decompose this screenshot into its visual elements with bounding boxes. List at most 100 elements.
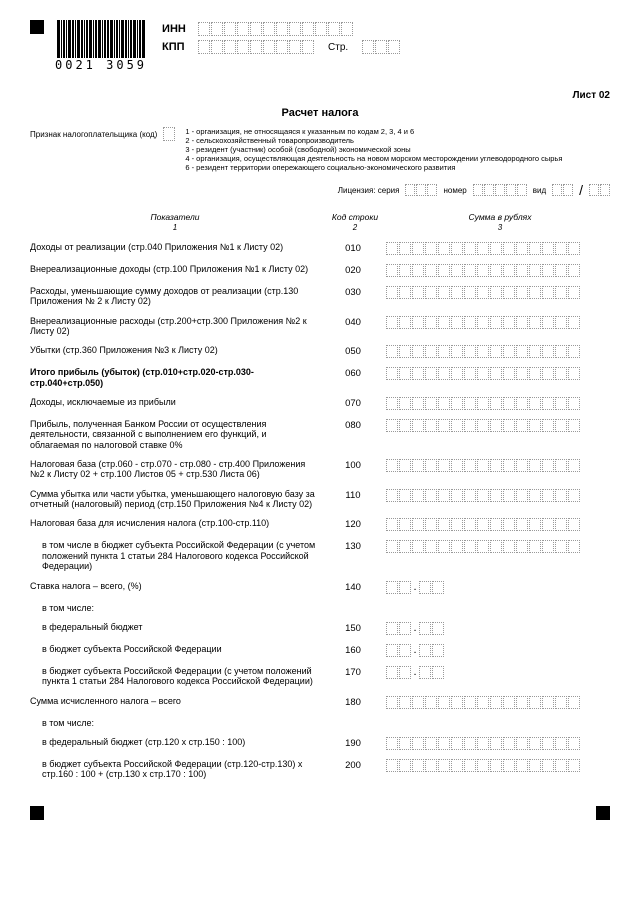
row-code: 100 (328, 459, 378, 471)
row-indicator: Сумма убытка или части убытка, уменьшающ… (30, 489, 320, 510)
row-amount-cells[interactable] (386, 345, 610, 358)
row-indicator: в федеральный бюджет (30, 622, 320, 632)
row-code: 170 (328, 666, 378, 678)
row-code: 140 (328, 581, 378, 593)
row-code: 130 (328, 540, 378, 552)
table-row: Внереализационные расходы (стр.200+стр.3… (30, 316, 610, 337)
row-code: 020 (328, 264, 378, 276)
row-code: 040 (328, 316, 378, 328)
row-indicator: Доходы, исключаемые из прибыли (30, 397, 320, 407)
row-indicator: Итого прибыль (убыток) (стр.010+стр.020-… (30, 367, 320, 388)
row-amount-cells[interactable] (386, 737, 610, 750)
table-row: Ставка налога – всего, (%)140. (30, 581, 610, 594)
table-row: в федеральный бюджет 150. (30, 622, 610, 635)
row-code (328, 603, 378, 604)
table-row: Доходы от реализации (стр.040 Приложения… (30, 242, 610, 255)
row-amount-cells[interactable] (386, 397, 610, 410)
row-code: 010 (328, 242, 378, 254)
row-code: 180 (328, 696, 378, 708)
row-amount-cells[interactable] (386, 459, 610, 472)
row-amount-cells[interactable] (386, 518, 610, 531)
row-amount-cells[interactable]: . (386, 581, 610, 594)
sheet-number: Лист 02 (30, 90, 610, 101)
row-amount-cells[interactable] (386, 242, 610, 255)
license-num-cells[interactable] (473, 184, 527, 196)
row-indicator: Налоговая база для исчисления налога (ст… (30, 518, 320, 528)
row-indicator: Убытки (стр.360 Приложения №3 к Листу 02… (30, 345, 320, 355)
row-indicator: Внереализационные расходы (стр.200+стр.3… (30, 316, 320, 337)
barcode-text: 0021 3059 (55, 58, 147, 72)
row-indicator: в том числе в бюджет субъекта Российской… (30, 540, 320, 571)
taxpayer-sign-label: Признак налогоплательщика (код) (30, 130, 157, 139)
row-code: 030 (328, 286, 378, 298)
license-num-label: номер (443, 186, 466, 195)
table-row: в бюджет субъекта Российской Федерации16… (30, 644, 610, 657)
row-amount-cells[interactable] (386, 367, 610, 380)
corner-marker (30, 806, 44, 820)
table-row: Внереализационные доходы (стр.100 Прилож… (30, 264, 610, 277)
row-code (328, 718, 378, 719)
row-code: 200 (328, 759, 378, 771)
kpp-label: КПП (162, 41, 190, 53)
row-amount-cells[interactable] (386, 316, 610, 329)
row-code: 080 (328, 419, 378, 431)
row-amount-cells[interactable] (386, 540, 610, 553)
row-indicator: в том числе: (30, 603, 320, 613)
table-row: Прибыль, полученная Банком России от осу… (30, 419, 610, 450)
table-row: в том числе в бюджет субъекта Российской… (30, 540, 610, 571)
table-row: Доходы, исключаемые из прибыли 070 (30, 397, 610, 410)
form-title: Расчет налога (30, 107, 610, 119)
kpp-cells[interactable] (198, 40, 314, 54)
table-row: Сумма исчисленного налога – всего 180 (30, 696, 610, 709)
row-amount-cells[interactable]: . (386, 622, 610, 635)
barcode: 0021 3059 (55, 20, 147, 72)
table-row: в бюджет субъекта Российской Федерации (… (30, 759, 610, 780)
taxpayer-sign-cell[interactable] (163, 127, 175, 141)
inn-label: ИНН (162, 23, 190, 35)
inn-cells[interactable] (198, 22, 353, 36)
col-indicator: Показатели (150, 212, 199, 222)
row-code: 060 (328, 367, 378, 379)
rows-container: Доходы от реализации (стр.040 Приложения… (30, 242, 610, 780)
row-indicator: в бюджет субъекта Российской Федерации (… (30, 666, 320, 687)
row-amount-cells[interactable] (386, 759, 610, 772)
table-row: в том числе: (30, 603, 610, 613)
row-amount-cells[interactable] (386, 696, 610, 709)
table-row: в федеральный бюджет (стр.120 х стр.150 … (30, 737, 610, 750)
license-vid2-cells[interactable] (589, 184, 610, 196)
corner-marker (30, 20, 44, 34)
taxpayer-notes: 1 - организация, не относящаяся к указан… (185, 127, 562, 172)
slash-icon: / (579, 182, 583, 198)
row-indicator: Сумма исчисленного налога – всего (30, 696, 320, 706)
table-row: Убытки (стр.360 Приложения №3 к Листу 02… (30, 345, 610, 358)
row-code: 120 (328, 518, 378, 530)
license-vid-label: вид (533, 186, 546, 195)
row-amount-cells[interactable] (386, 286, 610, 299)
row-indicator: в бюджет субъекта Российской Федерации (… (30, 759, 320, 780)
row-amount-cells[interactable] (386, 489, 610, 502)
license-row: Лицензия: серия номер вид / (30, 182, 610, 198)
table-header: Показатели1 Код строки2 Сумма в рублях3 (30, 212, 610, 232)
table-row: Расходы, уменьшающие сумму доходов от ре… (30, 286, 610, 307)
row-indicator: в том числе: (30, 718, 320, 728)
row-amount-cells[interactable]: . (386, 666, 610, 679)
row-code: 070 (328, 397, 378, 409)
license-series-cells[interactable] (405, 184, 437, 196)
page-cells[interactable] (362, 40, 400, 54)
row-code: 150 (328, 622, 378, 634)
row-amount-cells[interactable] (386, 419, 610, 432)
row-amount-cells[interactable]: . (386, 644, 610, 657)
corner-marker (596, 806, 610, 820)
table-row: Налоговая база (стр.060 - стр.070 - стр.… (30, 459, 610, 480)
license-vid1-cells[interactable] (552, 184, 573, 196)
row-amount-cells[interactable] (386, 264, 610, 277)
header-row: 0021 3059 ИНН КПП Стр. (55, 20, 610, 72)
row-code: 190 (328, 737, 378, 749)
table-row: Сумма убытка или части убытка, уменьшающ… (30, 489, 610, 510)
row-indicator: Расходы, уменьшающие сумму доходов от ре… (30, 286, 320, 307)
table-row: в том числе: (30, 718, 610, 728)
row-code: 110 (328, 489, 378, 501)
page-label: Стр. (328, 42, 348, 53)
table-row: Налоговая база для исчисления налога (ст… (30, 518, 610, 531)
table-row: в бюджет субъекта Российской Федерации (… (30, 666, 610, 687)
